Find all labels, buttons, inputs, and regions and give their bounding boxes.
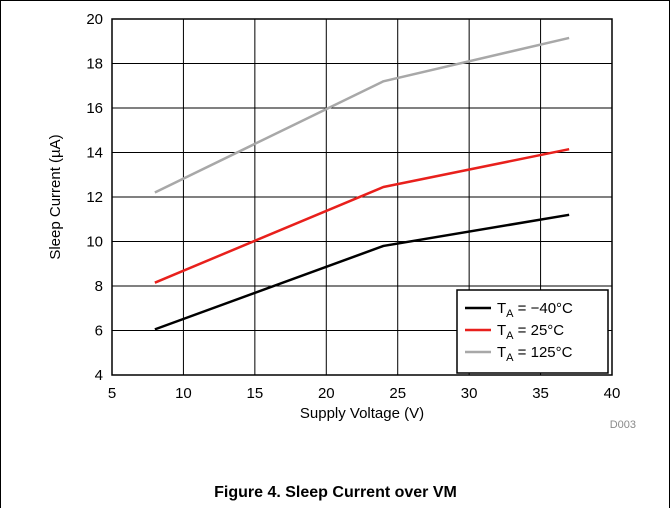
- figure-caption: Figure 4. Sleep Current over VM: [214, 484, 457, 501]
- legend-box: [456, 289, 609, 374]
- legend-label: TA = −40°C: [497, 300, 573, 320]
- x-tick-label: 35: [532, 385, 549, 402]
- x-tick-label: 40: [604, 385, 621, 402]
- x-tick-label: 10: [175, 385, 192, 402]
- x-tick-label: 30: [461, 385, 478, 402]
- series-lines: [154, 36, 570, 331]
- y-tick-label: 12: [86, 189, 103, 206]
- y-tick-label: 4: [95, 367, 103, 384]
- x-tick-label: 15: [247, 385, 264, 402]
- x-tick-label: 5: [108, 385, 116, 402]
- sleep-current-chart: 5 10 15 20 25 30 35 40 4 6 8 10 12 14 16 18 20 Supply V…: [47, 11, 636, 431]
- legend: TA = −40°CTA = 25°CTA = 125°C: [456, 289, 609, 374]
- legend-label: TA = 25°C: [497, 322, 564, 342]
- y-tick-label: 10: [86, 234, 103, 251]
- legend-label: TA = 125°C: [497, 344, 573, 364]
- series-line: [154, 213, 570, 331]
- y-tick-label: 14: [86, 145, 103, 162]
- figure-code: D003: [610, 419, 636, 431]
- y-tick-label: 16: [86, 100, 103, 117]
- y-tick-label: 20: [86, 11, 103, 28]
- series-line: [154, 36, 570, 194]
- plot-area: [111, 18, 613, 376]
- x-tick-label: 20: [318, 385, 335, 402]
- x-tick-label: 25: [389, 385, 406, 402]
- x-tick-labels: 5 10 15 20 25 30 35 40: [108, 385, 621, 402]
- series-line: [154, 147, 570, 284]
- x-axis-label: Supply Voltage (V): [300, 405, 424, 422]
- y-axis-label: Sleep Current (µA): [47, 134, 64, 259]
- y-tick-label: 8: [95, 278, 103, 295]
- y-tick-label: 6: [95, 323, 103, 340]
- y-tick-labels: 4 6 8 10 12 14 16 18 20: [86, 11, 103, 384]
- y-tick-label: 18: [86, 56, 103, 73]
